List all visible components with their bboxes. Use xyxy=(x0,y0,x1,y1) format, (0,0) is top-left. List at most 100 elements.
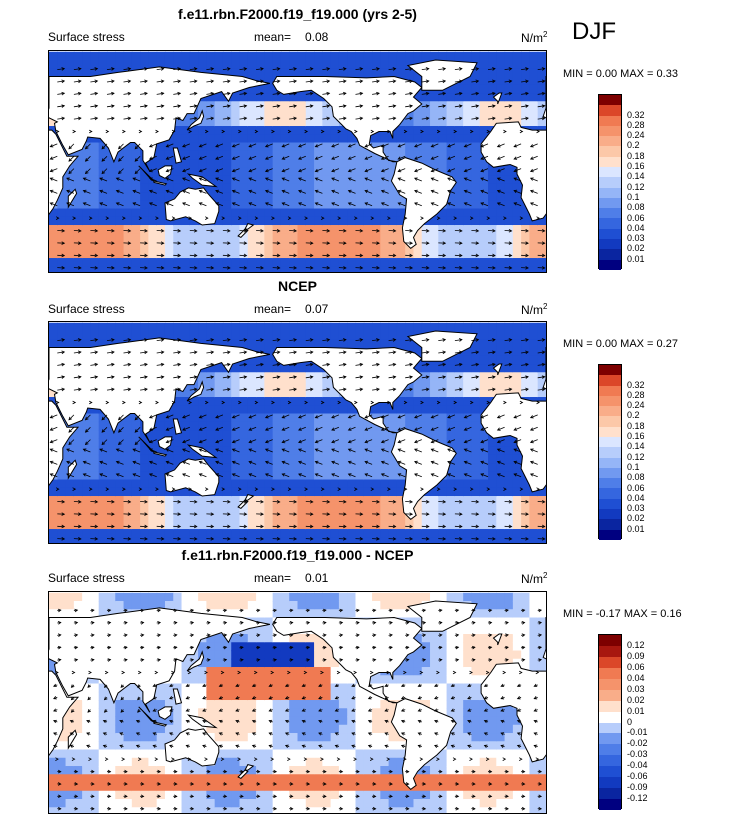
field-cell xyxy=(181,446,191,456)
field-cell xyxy=(463,479,473,489)
field-cell xyxy=(338,134,348,144)
stress-vector xyxy=(521,117,529,120)
colorbar-swatch xyxy=(599,208,621,219)
field-cell xyxy=(206,51,216,61)
stress-vector xyxy=(66,448,75,453)
field-cell xyxy=(421,504,431,514)
field-cell xyxy=(454,200,464,210)
field-cell xyxy=(106,430,116,439)
field-cell xyxy=(289,504,299,514)
stress-vector xyxy=(166,202,174,207)
stress-vector-head xyxy=(61,116,66,121)
field-cell xyxy=(65,454,75,464)
stress-vector-head xyxy=(227,241,231,245)
field-cell xyxy=(380,487,390,497)
stress-vector-head xyxy=(94,253,99,258)
stress-vector xyxy=(206,68,214,70)
field-cell xyxy=(115,512,125,522)
field-cell xyxy=(330,150,340,160)
field-cell xyxy=(388,60,398,69)
field-cell xyxy=(148,512,158,522)
stress-vector-head xyxy=(376,228,380,233)
stress-vector-head xyxy=(392,266,397,270)
field-cell xyxy=(338,397,348,406)
field-cell xyxy=(430,134,439,144)
stress-vector xyxy=(101,168,108,174)
stress-vector-head xyxy=(127,375,132,379)
field-cell xyxy=(347,496,357,505)
field-cell xyxy=(512,76,522,86)
field-cell xyxy=(65,487,75,497)
stress-vector-head xyxy=(198,202,203,206)
stress-vector-head xyxy=(442,116,447,121)
field-cell xyxy=(504,339,514,349)
stress-vector-head xyxy=(215,202,219,206)
field-cell xyxy=(82,51,92,61)
stress-vector-head xyxy=(49,168,54,173)
panel1-map-svg xyxy=(49,51,546,272)
field-cell xyxy=(338,446,348,456)
field-cell xyxy=(347,175,357,185)
field-cell xyxy=(330,322,340,332)
field-cell xyxy=(471,347,481,357)
field-cell xyxy=(314,93,323,102)
field-cell xyxy=(463,84,473,94)
field-cell xyxy=(49,339,58,349)
field-cell xyxy=(314,388,323,398)
field-cell xyxy=(305,150,315,160)
field-cell xyxy=(256,192,265,201)
field-cell xyxy=(231,520,241,530)
field-cell xyxy=(98,142,108,152)
stress-vector xyxy=(149,168,157,172)
field-cell xyxy=(73,331,83,340)
field-cell xyxy=(421,512,431,522)
field-cell xyxy=(280,183,290,193)
field-cell xyxy=(206,150,216,160)
field-cell xyxy=(272,241,282,251)
field-cell xyxy=(173,446,183,456)
field-cell xyxy=(115,537,125,543)
field-cell xyxy=(189,397,199,406)
field-cell xyxy=(479,372,489,382)
field-cell xyxy=(106,479,116,489)
field-cell xyxy=(488,331,497,340)
field-cell xyxy=(512,355,522,365)
field-cell xyxy=(488,233,497,243)
field-cell xyxy=(49,388,58,398)
stress-vector xyxy=(149,155,157,160)
field-cell xyxy=(446,93,456,102)
stress-vector xyxy=(66,190,75,194)
field-cell xyxy=(479,167,489,177)
field-cell xyxy=(198,159,207,168)
field-cell xyxy=(521,355,531,365)
field-cell xyxy=(438,216,448,226)
field-cell xyxy=(380,322,390,332)
field-cell xyxy=(198,117,207,127)
stress-vector-head xyxy=(182,189,186,194)
field-cell xyxy=(380,438,390,448)
colorbar-swatch xyxy=(599,125,621,137)
field-cell xyxy=(140,322,149,332)
stress-vector-head xyxy=(287,129,292,134)
stress-vector-head xyxy=(99,460,104,465)
field-cell xyxy=(156,200,166,210)
stress-vector-head xyxy=(425,67,430,71)
field-cell xyxy=(421,388,431,398)
field-cell xyxy=(314,233,323,243)
field-cell xyxy=(488,175,497,185)
field-cell xyxy=(537,372,546,382)
stress-vector xyxy=(381,155,389,160)
field-cell xyxy=(438,487,448,497)
field-cell xyxy=(504,183,514,193)
field-cell xyxy=(496,241,506,251)
field-cell xyxy=(256,355,265,365)
stress-vector xyxy=(487,68,496,70)
field-cell xyxy=(355,421,365,431)
stress-vector xyxy=(123,351,131,354)
field-cell xyxy=(438,364,448,373)
panel1-mean-value: 0.08 xyxy=(305,30,329,44)
field-cell xyxy=(396,208,406,218)
field-cell xyxy=(479,175,489,185)
field-cell xyxy=(471,109,481,119)
field-cell xyxy=(247,504,257,514)
